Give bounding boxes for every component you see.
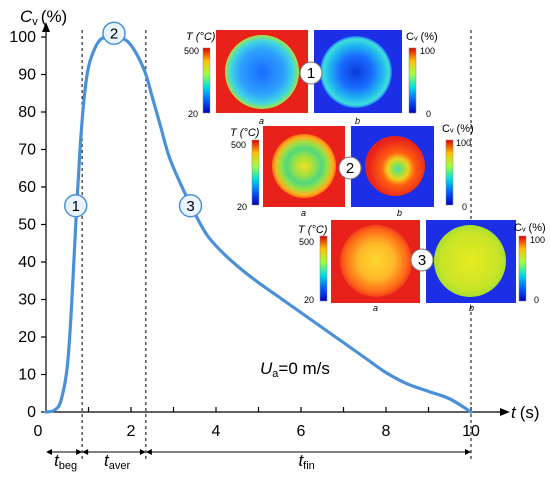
x-tick-label: 0 <box>34 423 43 440</box>
inset-3-t-colorbar <box>319 235 328 302</box>
inset-2-c-min: 0 <box>462 202 467 212</box>
inset-3-c-label: Cᵥ (%) <box>514 222 546 234</box>
inset-2-t-label: T (°C) <box>230 127 260 139</box>
marker-circle-1 <box>64 194 88 218</box>
inset-1-c-colorbar <box>408 47 417 114</box>
inset-1-t-min: 20 <box>188 109 198 119</box>
phase-arrow-head <box>46 449 52 455</box>
phase-label-aver: taver <box>104 451 130 472</box>
inset-1-marker-label: 1 <box>307 65 315 82</box>
y-tick-label: 70 <box>18 142 36 159</box>
inset-2-disk-b <box>365 136 425 196</box>
inset-1-c-min: 0 <box>426 109 431 119</box>
marker-circle-2 <box>102 21 126 45</box>
phase-arrow-head <box>76 449 83 455</box>
x-axis-label: t (s) <box>511 403 540 422</box>
y-axis-label: Cv (%) <box>20 7 67 28</box>
inset-2-t-colorbar <box>251 139 260 206</box>
inset-2-c-label: Cᵥ (%) <box>442 123 474 135</box>
inset-3-disk-b <box>434 225 506 297</box>
series-line <box>44 35 473 414</box>
inset-1-marker <box>299 61 323 85</box>
phase-labels: tbeg taver tfin <box>46 449 471 472</box>
y-tick-label: 50 <box>18 217 36 234</box>
inset-1-label-b: b <box>355 116 360 126</box>
inset-2-marker-label: 2 <box>346 160 354 177</box>
y-tick-label: 20 <box>18 329 36 346</box>
inset-1-t-colorbar <box>202 47 211 114</box>
y-tick-label: 100 <box>9 29 36 46</box>
y-tick-label: 90 <box>18 67 36 84</box>
y-tick-label: 80 <box>18 104 36 121</box>
inset-1: T (°C) 500 20 Cᵥ (%) 100 0 1 a b <box>184 30 438 126</box>
y-tick-label: 0 <box>27 404 36 421</box>
inset-3-t-label: T (°C) <box>298 224 328 236</box>
inset-2-disk-a <box>272 134 336 198</box>
y-tick-label: 10 <box>18 367 36 384</box>
x-tick-label: 4 <box>212 423 221 440</box>
inset-1-disk-a <box>225 35 299 109</box>
inset-2-label-a: a <box>301 208 306 218</box>
x-tick-label: 8 <box>382 423 391 440</box>
inset-1-c-label: Cᵥ (%) <box>406 31 438 43</box>
phase-arrow-head <box>145 449 152 455</box>
inset-3-c-max: 100 <box>530 235 545 245</box>
marker-label-3: 3 <box>186 198 194 215</box>
inset-3-c-colorbar <box>518 235 527 302</box>
inset-1-t-label: T (°C) <box>186 31 216 43</box>
inset-3-t-max: 500 <box>299 237 314 247</box>
marker-label-2: 2 <box>110 25 118 42</box>
inset-3: T (°C) 500 20 Cᵥ (%) 100 0 3 a b <box>298 220 546 313</box>
inset-3-t-min: 20 <box>304 295 314 305</box>
phase-label-beg: tbeg <box>54 451 77 472</box>
x-tick-label: 6 <box>297 423 306 440</box>
marker-label-1: 1 <box>72 198 80 215</box>
inset-3-marker <box>410 248 434 272</box>
y-tick-label: 40 <box>18 254 36 271</box>
phase-label-fin: tfin <box>298 451 314 472</box>
inset-3-disk-a <box>340 225 412 297</box>
inset-3-label-b: b <box>469 303 474 313</box>
phase-arrow-head <box>82 449 89 455</box>
inset-2-c-colorbar <box>445 139 454 206</box>
inset-1-disk-b <box>320 36 392 108</box>
inset-1-c-max: 100 <box>420 46 435 56</box>
y-tick-label: 60 <box>18 179 36 196</box>
inset-1-label-a: a <box>259 116 264 126</box>
phase-arrow-head <box>139 449 146 455</box>
markers: 1 2 3 <box>64 21 203 218</box>
inset-2-label-b: b <box>397 208 402 218</box>
inset-1-t-max: 500 <box>184 46 199 56</box>
inset-2-marker <box>338 156 362 180</box>
axes <box>42 22 510 416</box>
inset-2-c-max: 100 <box>456 138 471 148</box>
velocity-annotation: Ua=0 m/s <box>260 359 330 380</box>
inset-3-label-a: a <box>373 303 378 313</box>
marker-circle-3 <box>178 194 203 218</box>
x-axis-arrow <box>500 408 510 416</box>
x-ticks: 0 2 4 6 8 10 <box>34 407 480 440</box>
phase-arrow-head <box>465 449 471 455</box>
y-axis-arrow <box>42 22 50 32</box>
inset-3-c-min: 0 <box>534 295 539 305</box>
inset-3-marker-label: 3 <box>418 252 426 269</box>
inset-2-t-min: 20 <box>237 202 247 212</box>
y-tick-label: 30 <box>18 292 36 309</box>
y-ticks: 0 10 20 30 40 50 60 70 80 90 100 <box>9 29 46 421</box>
x-tick-label: 10 <box>462 423 480 440</box>
inset-2: T (°C) 500 20 Cᵥ (%) 100 0 2 a b <box>230 123 474 218</box>
inset-2-t-max: 500 <box>231 140 246 150</box>
x-tick-label: 2 <box>127 423 136 440</box>
